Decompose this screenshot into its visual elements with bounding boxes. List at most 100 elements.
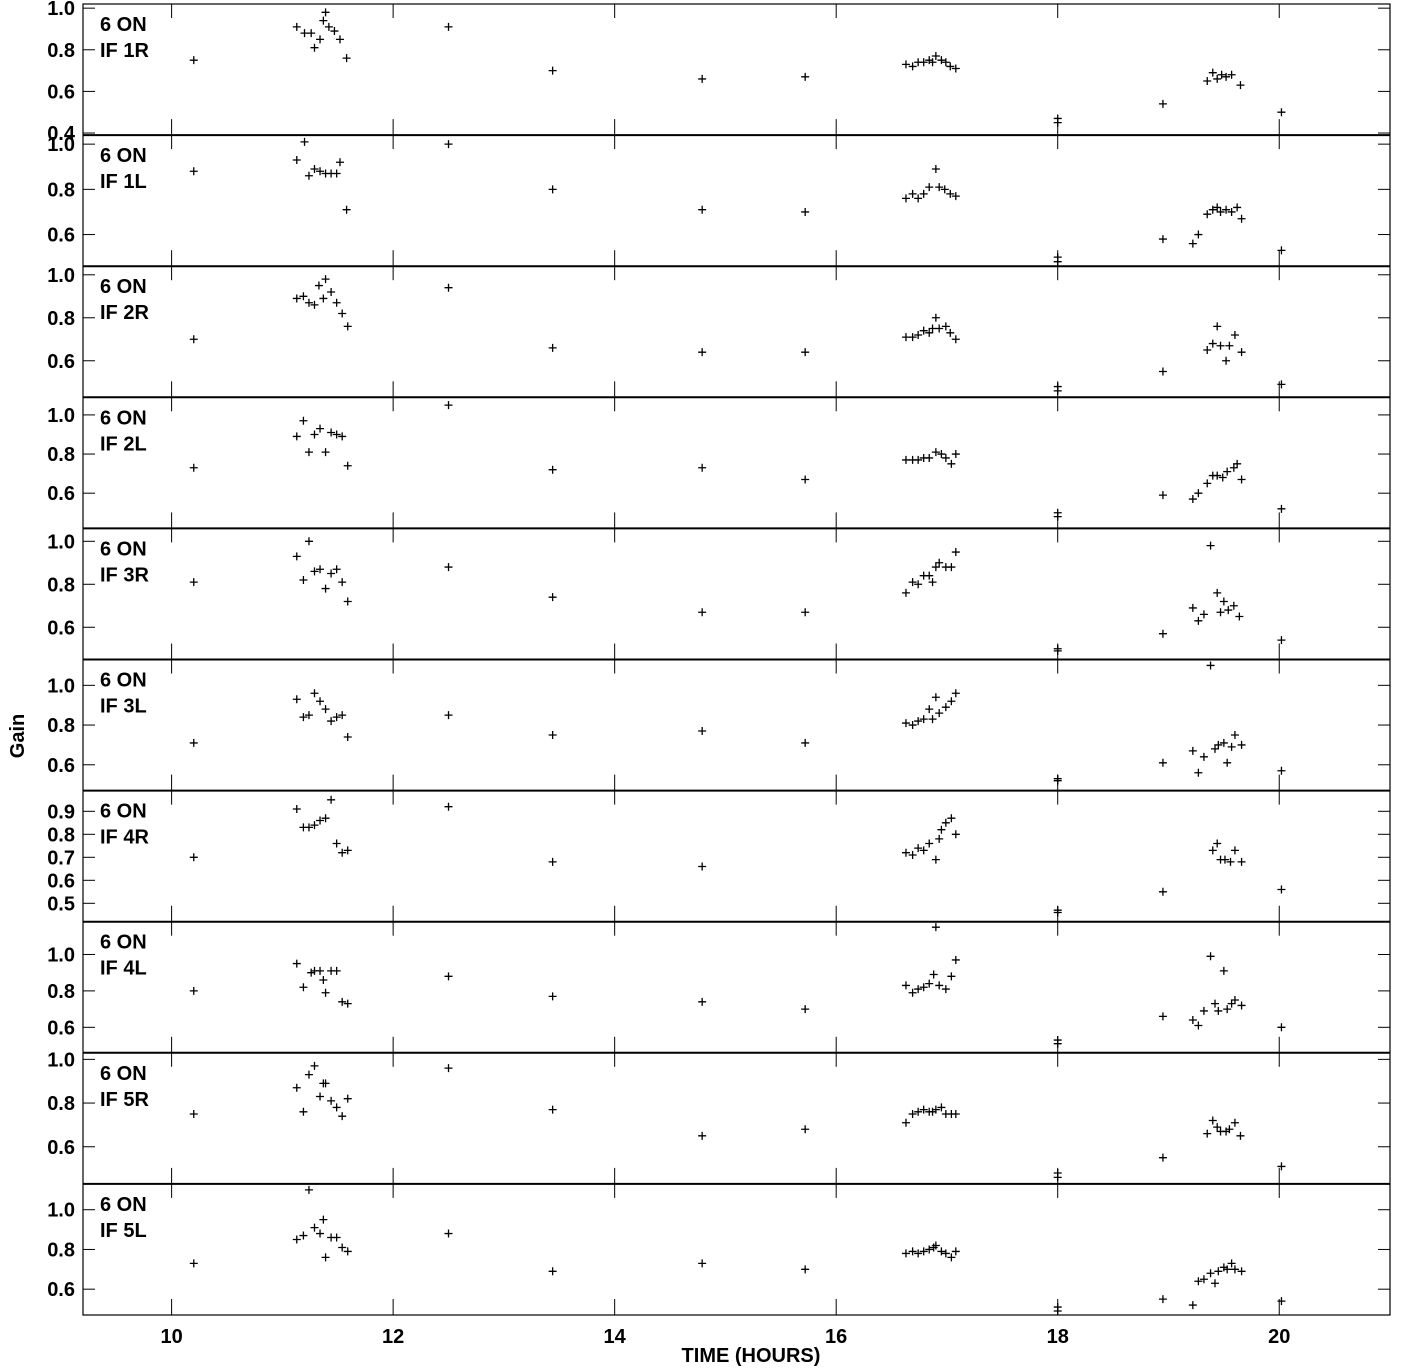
data-point: [292, 552, 301, 561]
data-point: [914, 455, 923, 464]
y-tick-label: 1.0: [47, 405, 75, 427]
data-point: [1277, 636, 1286, 645]
y-axis-label: Gain: [7, 714, 29, 758]
data-point: [321, 584, 330, 593]
data-point: [319, 975, 328, 984]
data-point: [1188, 746, 1197, 755]
data-point: [1188, 1016, 1197, 1025]
data-point: [1222, 205, 1231, 214]
panel-title-if: IF 1L: [100, 171, 147, 193]
data-point: [901, 719, 910, 728]
data-point: [1053, 382, 1062, 391]
data-point: [1213, 1123, 1222, 1132]
data-point: [1199, 1275, 1208, 1284]
y-tick-label: 0.6: [47, 1279, 75, 1301]
data-point: [937, 450, 946, 459]
data-point: [1237, 1267, 1246, 1276]
data-point: [1233, 459, 1242, 468]
data-point: [189, 986, 198, 995]
data-point: [1216, 608, 1225, 617]
data-point: [319, 16, 328, 25]
data-point: [321, 705, 330, 714]
data-point: [1217, 70, 1226, 79]
data-point: [342, 205, 351, 214]
data-point: [1237, 475, 1246, 484]
data-point: [698, 862, 707, 871]
data-point: [299, 713, 308, 722]
data-point: [1158, 758, 1167, 767]
data-point: [310, 821, 319, 830]
data-point: [319, 1215, 328, 1224]
data-point: [925, 839, 934, 848]
data-point: [1222, 356, 1231, 365]
panel-title-if: IF 3R: [100, 564, 149, 586]
data-point: [338, 848, 347, 857]
data-point: [189, 1109, 198, 1118]
data-point: [914, 1249, 923, 1258]
data-point: [919, 58, 928, 67]
data-point: [931, 52, 940, 61]
data-point: [919, 189, 928, 198]
data-point: [548, 66, 557, 75]
data-point: [299, 1107, 308, 1116]
data-point: [304, 823, 313, 832]
y-tick-label: 1.0: [47, 531, 75, 553]
data-point: [1208, 205, 1217, 214]
data-point: [935, 981, 944, 990]
data-point: [1158, 1295, 1167, 1304]
data-point: [1053, 1303, 1062, 1312]
data-point: [189, 853, 198, 862]
data-point: [1216, 207, 1225, 216]
data-point: [343, 732, 352, 741]
data-point: [908, 988, 917, 997]
data-point: [947, 563, 956, 572]
data-point: [1277, 1023, 1286, 1032]
data-point: [928, 578, 937, 587]
data-point: [1237, 214, 1246, 223]
data-point: [901, 1249, 910, 1258]
data-point: [919, 326, 928, 335]
data-point: [189, 335, 198, 344]
data-point: [307, 968, 316, 977]
data-point: [901, 588, 910, 597]
data-point: [444, 563, 453, 572]
data-point: [343, 597, 352, 606]
data-point: [1208, 1116, 1217, 1125]
y-tick-label: 0.8: [47, 981, 75, 1003]
y-tick-label: 1.0: [47, 944, 75, 966]
panel-title-if: IF 2L: [100, 433, 147, 455]
data-point: [307, 29, 316, 38]
data-point: [310, 1061, 319, 1070]
data-point: [1158, 1153, 1167, 1162]
data-point: [931, 165, 940, 174]
x-tick-label: 18: [1047, 1326, 1069, 1348]
data-point: [1237, 857, 1246, 866]
data-point: [548, 992, 557, 1001]
data-point: [330, 27, 339, 36]
data-point: [316, 816, 325, 825]
data-point: [304, 537, 313, 546]
data-point: [1213, 203, 1222, 212]
x-tick-label: 10: [160, 1326, 182, 1348]
data-point: [304, 1070, 313, 1079]
data-point: [1206, 1269, 1215, 1278]
data-point: [931, 448, 940, 457]
data-point: [1203, 1129, 1212, 1138]
data-point: [1208, 339, 1217, 348]
data-point: [1053, 906, 1062, 915]
data-point: [1230, 1265, 1239, 1274]
data-point: [343, 1094, 352, 1103]
data-point: [901, 848, 910, 857]
data-point: [1277, 1162, 1286, 1171]
data-points: [189, 8, 1286, 1316]
data-point: [343, 999, 352, 1008]
data-point: [300, 137, 309, 146]
data-point: [1227, 70, 1236, 79]
data-point: [1053, 257, 1062, 266]
data-point: [931, 693, 940, 702]
data-point: [1203, 76, 1212, 85]
data-point: [914, 194, 923, 203]
data-point: [316, 424, 325, 433]
data-point: [1206, 541, 1215, 550]
data-point: [1214, 1006, 1223, 1015]
